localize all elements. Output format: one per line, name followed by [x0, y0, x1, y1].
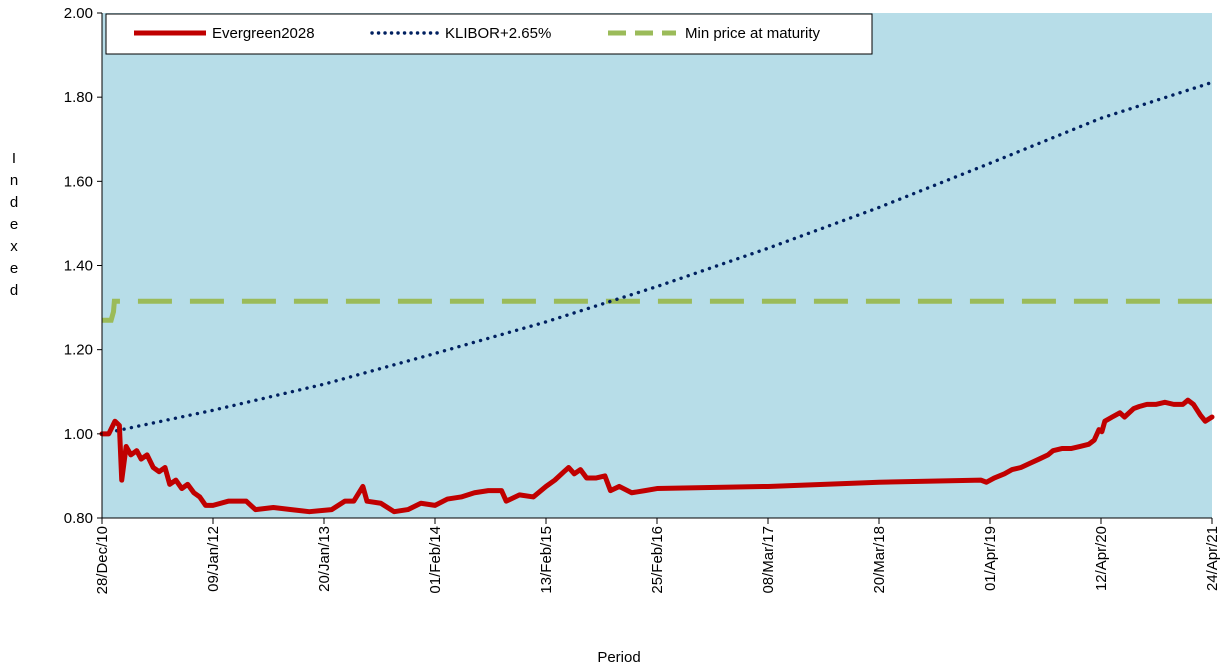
legend: Evergreen2028 KLIBOR+2.65% Min price at …: [105, 13, 873, 55]
y-axis-label-char: e: [10, 260, 18, 277]
series-line-evergreen2028: [99, 397, 1215, 515]
series-line-min-price-at-maturity: [102, 298, 1212, 323]
y-axis-label-char: I: [12, 150, 16, 167]
legend-label-klibor: KLIBOR+2.65%: [445, 25, 551, 42]
y-axis-label-char: d: [10, 282, 18, 299]
y-axis-label-char: d: [10, 194, 18, 211]
y-axis-label-char: x: [10, 238, 18, 255]
axes-layer: 0.80 1.00 1.20 1.40 1.60 1.80 2.00 28/Dec/10 09/…: [64, 5, 1220, 594]
x-tick-label: 24/Apr/21: [1204, 526, 1220, 591]
legend-label-evergreen: Evergreen2028: [212, 25, 315, 42]
series-layer: [99, 80, 1215, 515]
legend-label-min-price: Min price at maturity: [685, 25, 821, 42]
x-axis-label: Period: [597, 649, 640, 666]
x-tick-label: 01/Feb/14: [427, 526, 444, 594]
y-axis-label-char: e: [10, 216, 18, 233]
y-tick-label: 0.80: [64, 510, 93, 527]
x-tick-label: 28/Dec/10: [94, 526, 111, 594]
x-tick-label: 12/Apr/20: [1093, 526, 1110, 591]
x-tick-label: 20/Mar/18: [871, 526, 888, 594]
y-tick-label: 1.20: [64, 342, 93, 359]
y-tick-label: 2.00: [64, 5, 93, 22]
legend-box: [105, 13, 873, 55]
x-tick-label: 20/Jan/13: [316, 526, 333, 592]
x-tick-label: 09/Jan/12: [205, 526, 222, 592]
y-tick-label: 1.40: [64, 258, 93, 275]
plot-area: [102, 13, 1212, 518]
y-tick-label: 1.00: [64, 426, 93, 443]
y-tick-label: 1.80: [64, 89, 93, 106]
x-tick-label: 13/Feb/15: [538, 526, 555, 594]
x-tick-label: 25/Feb/16: [649, 526, 666, 594]
x-tick-label: 01/Apr/19: [982, 526, 999, 591]
y-tick-label: 1.60: [64, 173, 93, 190]
x-tick-label: 08/Mar/17: [760, 526, 777, 594]
y-axis-label-char: n: [10, 172, 18, 189]
